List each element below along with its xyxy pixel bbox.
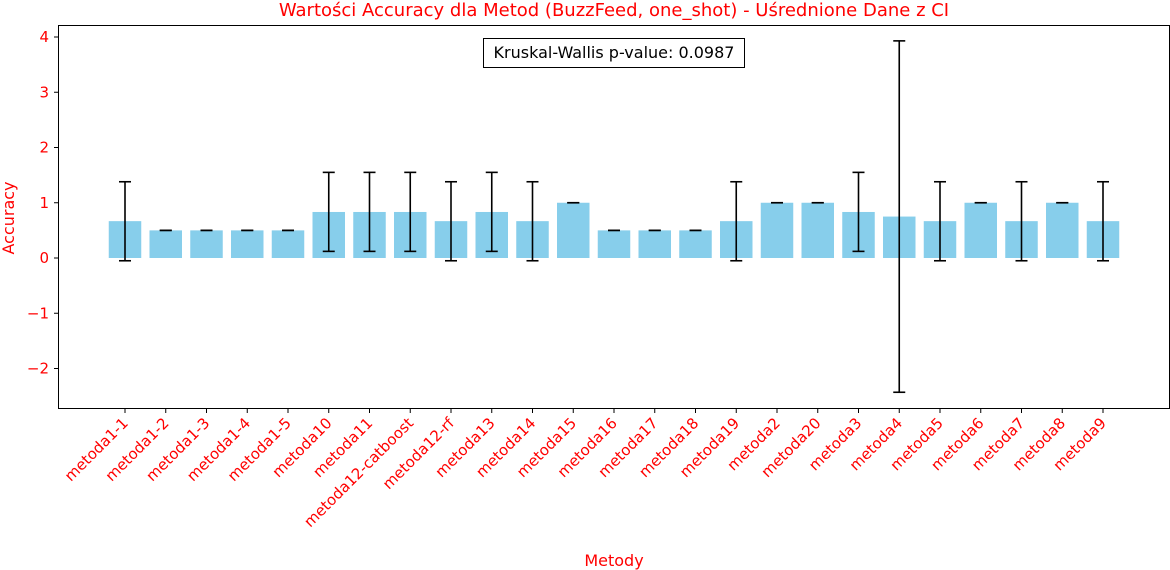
error-bar-metoda1-1 (119, 180, 131, 262)
bar-metoda17 (638, 230, 671, 258)
kruskal-wallis-annotation: Kruskal-Wallis p-value: 0.0987 (494, 43, 735, 62)
bar-metoda1-5 (271, 230, 305, 258)
bar-metoda2 (760, 202, 794, 258)
x-axis-label: Metody (584, 551, 643, 570)
error-bar-metoda4 (893, 40, 906, 394)
y-tick-label: −1 (27, 304, 49, 322)
error-bar-metoda10 (322, 171, 335, 253)
error-bars-layer (119, 40, 1109, 394)
error-bar-metoda13 (485, 171, 498, 253)
y-tick-label: 3 (39, 83, 49, 101)
error-bar-metoda14 (526, 180, 539, 262)
annotation-frame (483, 38, 745, 68)
bar-metoda16 (597, 230, 631, 258)
error-bar-metoda12-catboost (404, 171, 417, 253)
bar-metoda15 (557, 202, 590, 258)
error-bar-metoda11 (363, 171, 376, 253)
y-tick-label: 1 (39, 194, 49, 212)
error-bar-metoda19 (730, 180, 743, 262)
bar-metoda6 (964, 202, 997, 258)
bar-metoda1-2 (149, 230, 182, 258)
y-tick-label: 4 (39, 28, 49, 46)
bar-metoda20 (801, 202, 834, 258)
error-bar-metoda3 (852, 171, 865, 253)
y-tick-label: −2 (27, 360, 49, 378)
error-bar-metoda7 (1015, 180, 1028, 262)
bar-metoda18 (679, 230, 712, 258)
y-tick-label: 2 (39, 139, 49, 157)
error-bar-metoda9 (1097, 180, 1109, 262)
y-tick-label: 0 (39, 249, 49, 267)
error-bar-metoda12-rf (445, 180, 457, 262)
annotation-box: Kruskal-Wallis p-value: 0.0987 (483, 38, 745, 68)
chart-title: Wartości Accuracy dla Metod (BuzzFeed, o… (279, 0, 949, 21)
bar-metoda1-4 (231, 230, 264, 258)
bar-metoda1-3 (190, 230, 223, 258)
x-axis: metoda1-1metoda1-2metoda1-3metoda1-4meto… (61, 408, 1110, 531)
y-axis: −2 −1 0 1 2 3 4 (27, 28, 59, 378)
error-bar-metoda5 (934, 180, 946, 262)
bar-metoda8 (1046, 202, 1079, 258)
y-axis-label: Accuracy (0, 181, 18, 254)
plot-frame (58, 25, 1170, 409)
